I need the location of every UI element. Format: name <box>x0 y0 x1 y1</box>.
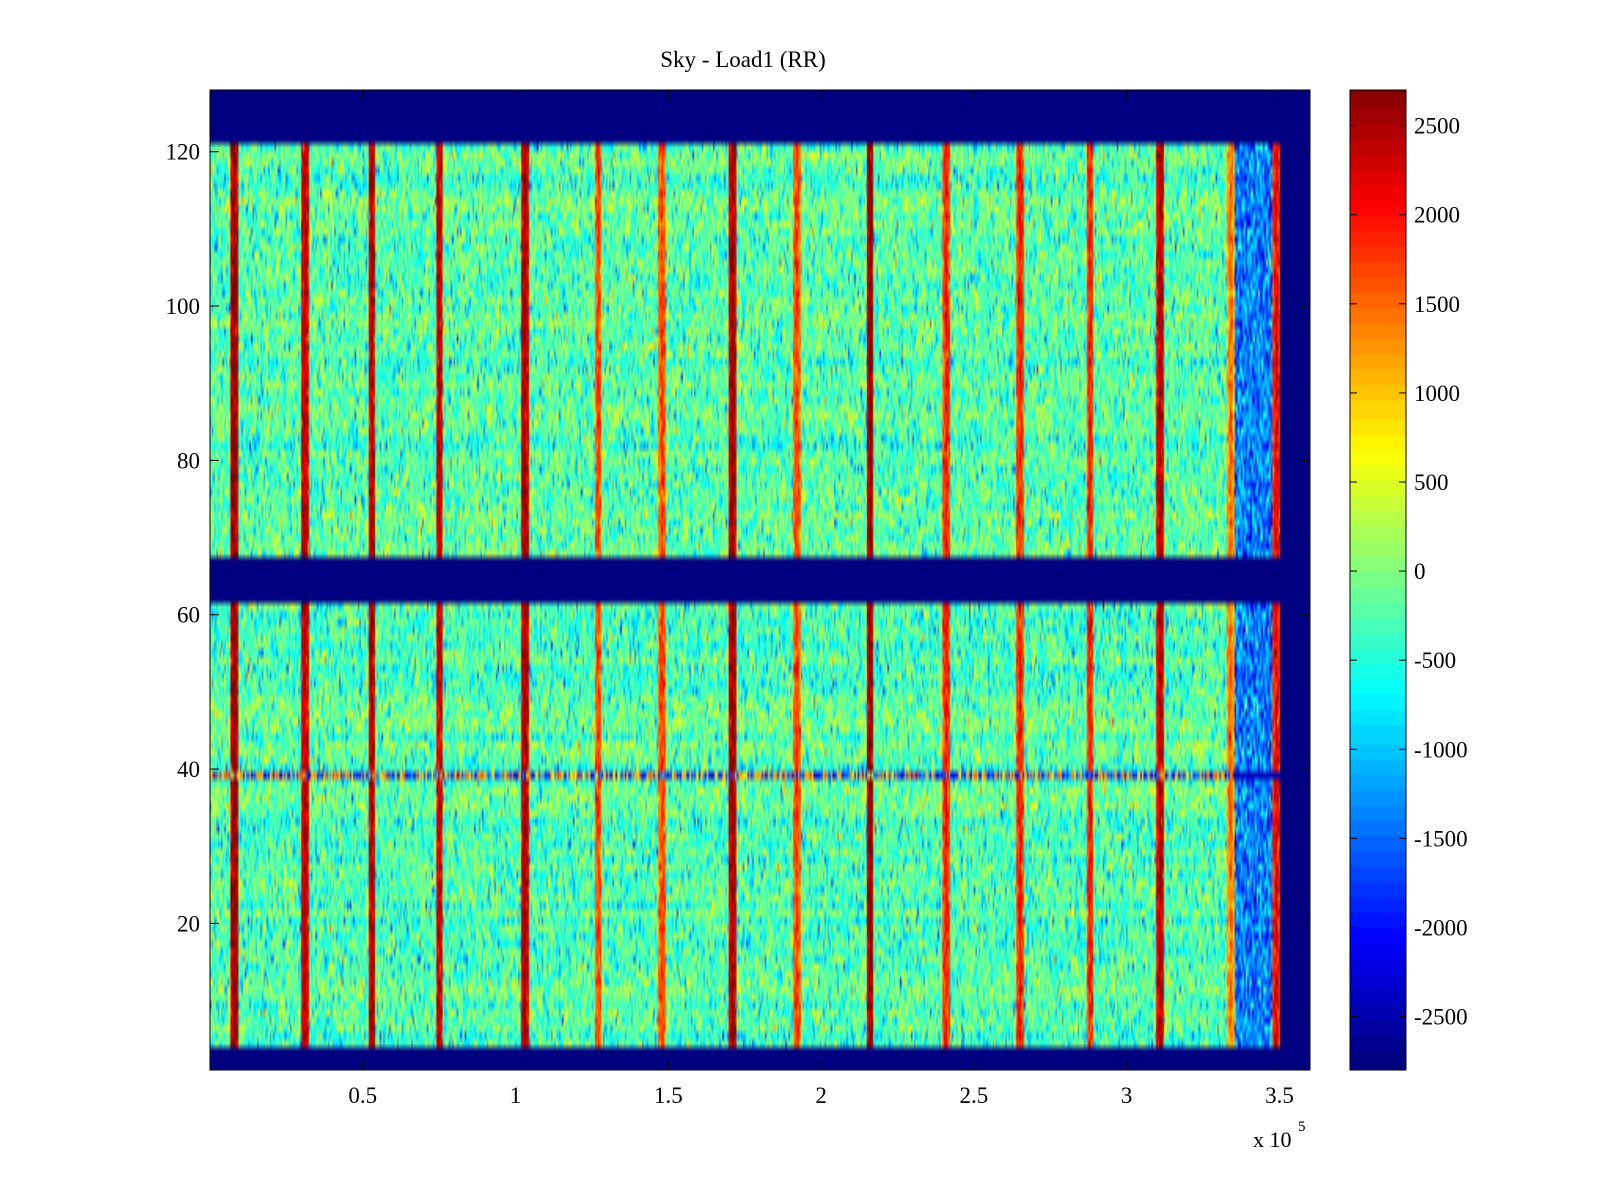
y-tick-label: 120 <box>166 140 201 165</box>
colorbar-tick-label: 1500 <box>1414 292 1460 317</box>
x-axis-ticks: 0.5 1 1.5 2 2.5 3 3.5 <box>348 90 1294 1108</box>
colorbar-tick-label: -1000 <box>1414 737 1468 762</box>
colorbar: 2500 2000 1500 1000 500 0 -500 -1000 -1500 -2000 -… <box>1349 89 1468 1071</box>
chart-title: Sky - Load1 (RR) <box>660 47 825 72</box>
colorbar-tick-label: 2000 <box>1414 203 1460 228</box>
colorbar-tick-label: 0 <box>1414 559 1426 584</box>
x-tick-label: 1.5 <box>654 1083 683 1108</box>
y-tick-label: 80 <box>177 448 200 473</box>
colorbar-tick-label: -2000 <box>1414 915 1468 940</box>
axes: 0.5 1 1.5 2 2.5 3 3.5 20 40 60 80 100 120 x 10 5 <box>166 89 1311 1152</box>
x-tick-label: 0.5 <box>348 1083 377 1108</box>
x-tick-label: 3 <box>1121 1083 1133 1108</box>
colorbar-tick-label: -1500 <box>1414 826 1468 851</box>
colorbar-tick-label: 1000 <box>1414 381 1460 406</box>
colorbar-gradient <box>1350 90 1406 1070</box>
y-tick-label: 20 <box>177 911 200 936</box>
colorbar-ticks: 2500 2000 1500 1000 500 0 -500 -1000 -1500 -2000 -… <box>1350 114 1468 1030</box>
x-axis-exponent: x 10 <box>1253 1127 1292 1152</box>
x-tick-label: 2 <box>815 1083 827 1108</box>
colorbar-tick-label: 2500 <box>1414 114 1460 139</box>
y-tick-label: 100 <box>166 294 201 319</box>
colorbar-frame <box>1349 89 1407 1071</box>
colorbar-tick-label: 500 <box>1414 470 1449 495</box>
colorbar-tick-label: -2500 <box>1414 1005 1468 1030</box>
plot-frame <box>209 89 1311 1071</box>
x-tick-label: 1 <box>510 1083 522 1108</box>
x-tick-label: 3.5 <box>1265 1083 1294 1108</box>
y-tick-label: 60 <box>177 603 200 628</box>
colorbar-tick-label: -500 <box>1414 648 1456 673</box>
y-tick-label: 40 <box>177 757 200 782</box>
x-axis-exponent-power: 5 <box>1298 1119 1306 1135</box>
x-tick-label: 2.5 <box>960 1083 989 1108</box>
heatmap-image <box>210 90 1310 1070</box>
y-axis-ticks: 20 40 60 80 100 120 <box>166 140 1310 936</box>
